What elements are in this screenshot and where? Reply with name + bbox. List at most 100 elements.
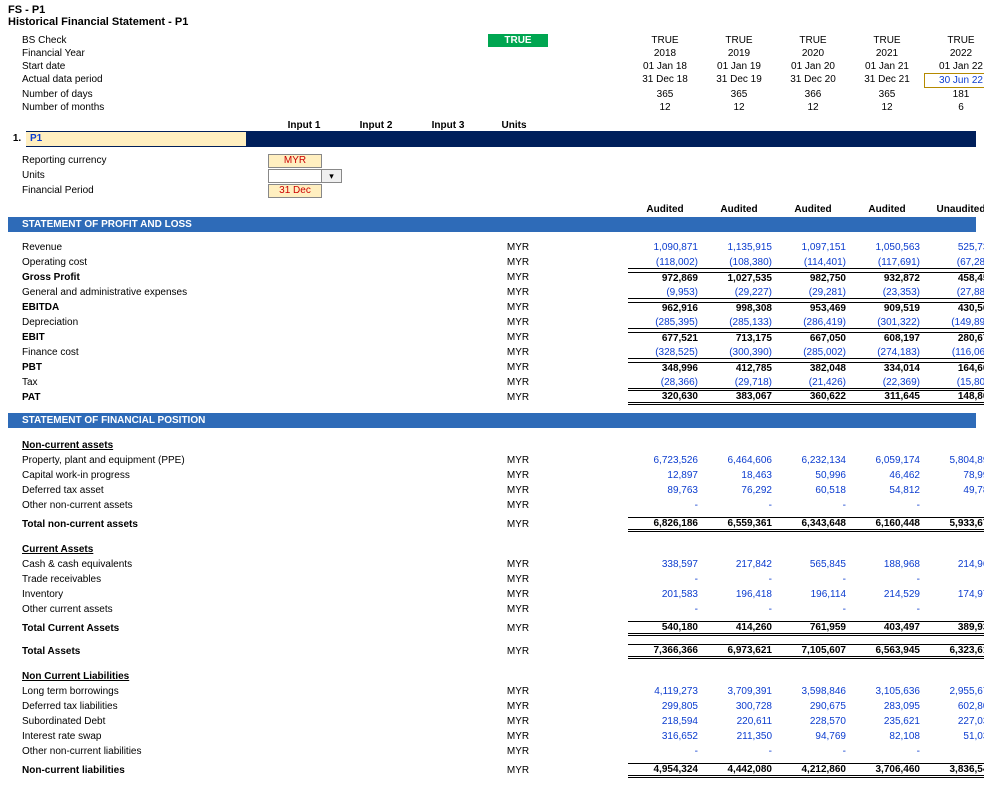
param-units-value[interactable] [268,169,322,183]
data-row: Operating costMYR(118,002)(108,380)(114,… [8,255,976,270]
data-row: EBITDAMYR962,916998,308953,469909,519430… [8,300,976,315]
data-row: Total non-current assetsMYR6,826,1866,55… [8,517,976,532]
row-value: - [702,500,776,511]
row-label: General and administrative expenses [8,287,268,298]
row-value: (108,380) [702,257,776,269]
row-unit: MYR [488,272,548,283]
nca-total-row: Total non-current assetsMYR6,826,1866,55… [8,517,976,532]
row-value: 909,519 [850,302,924,314]
param-period-label: Financial Period [22,185,268,196]
row-value: (285,002) [776,347,850,359]
row-value: 164,605 [924,362,984,374]
ca-total-row: Total Current AssetsMYR540,180414,260761… [8,621,976,636]
row-value: 196,114 [776,589,850,600]
hdr-fy: Financial Year [8,47,268,60]
row-value: 3,105,636 [850,686,924,697]
row-value: 51,033 [924,731,984,742]
row-value: 389,939 [924,621,984,636]
row-value: 3,706,460 [850,763,924,778]
row-value: (285,395) [628,317,702,329]
data-row: Subordinated DebtMYR218,594220,611228,57… [8,714,976,729]
row-unit: MYR [488,332,548,343]
row-value: 18,463 [702,470,776,481]
row-value: 6,464,606 [702,455,776,466]
row-unit: MYR [488,317,548,328]
hdr-start: Start date [8,60,268,73]
row-label: Depreciation [8,317,268,328]
row-label: Inventory [8,589,268,600]
data-row: DepreciationMYR(285,395)(285,133)(286,41… [8,315,976,330]
data-row: Other non-current assetsMYR----- [8,498,976,513]
params-block: Reporting currency MYR Units ▾ Financial… [8,147,976,202]
row-value: 76,292 [702,485,776,496]
row-value: 540,180 [628,621,702,636]
row-value: 220,611 [702,716,776,727]
row-value: 360,622 [776,390,850,405]
row-value: 932,872 [850,272,924,284]
data-row: Gross ProfitMYR972,8691,027,535982,75093… [8,270,976,285]
row-value: 1,090,871 [628,242,702,253]
row-value: 6,973,621 [702,644,776,659]
row-value: (301,322) [850,317,924,329]
row-unit: MYR [488,257,548,268]
row-value: 713,175 [702,332,776,344]
row-value: 299,805 [628,701,702,712]
param-period-value[interactable]: 31 Dec [268,184,322,198]
row-value: 982,750 [776,272,850,284]
row-value: 54,812 [850,485,924,496]
row-label: Other non-current assets [8,500,268,511]
dropdown-icon[interactable]: ▾ [322,169,342,183]
row-value: - [850,746,924,757]
row-value: 228,570 [776,716,850,727]
row-value: 235,621 [850,716,924,727]
actual-period-highlight[interactable]: 30 Jun 22 [924,73,984,88]
sheet-title: Historical Financial Statement - P1 [8,16,976,28]
row-value: 953,469 [776,302,850,314]
row-unit: MYR [488,574,548,585]
row-value: - [924,746,984,757]
row-value: 201,583 [628,589,702,600]
row-value: (67,288) [924,257,984,269]
row-value: - [850,574,924,585]
row-label: Other current assets [8,604,268,615]
row-value: 148,802 [924,390,984,405]
row-unit: MYR [488,716,548,727]
row-label: PBT [8,362,268,373]
row-value: 565,845 [776,559,850,570]
row-value: 300,728 [702,701,776,712]
data-row: TaxMYR(28,366)(29,718)(21,426)(22,369)(1… [8,375,976,390]
ncl-rows: Long term borrowingsMYR4,119,2733,709,39… [8,684,976,759]
row-value: - [924,604,984,615]
row-value: - [776,604,850,615]
row-value: - [628,574,702,585]
row-unit: MYR [488,559,548,570]
row-value: 677,521 [628,332,702,344]
data-row: Cash & cash equivalentsMYR338,597217,842… [8,557,976,572]
row-value: 94,769 [776,731,850,742]
row-value: (300,390) [702,347,776,359]
row-value: - [628,604,702,615]
sheet-code: FS - P1 [8,4,976,16]
row-value: (118,002) [628,257,702,269]
row-value: 3,709,391 [702,686,776,697]
row-label: Operating cost [8,257,268,268]
row-value: - [776,500,850,511]
row-value: (117,691) [850,257,924,269]
data-row: Long term borrowingsMYR4,119,2733,709,39… [8,684,976,699]
pl-rows: RevenueMYR1,090,8711,135,9151,097,1511,0… [8,240,976,405]
row-value: 6,160,448 [850,517,924,532]
row-value: 2,955,672 [924,686,984,697]
row-value: 6,723,526 [628,455,702,466]
row-label: Cash & cash equivalents [8,559,268,570]
row-unit: MYR [488,746,548,757]
row-unit: MYR [488,392,548,403]
fp-section-header: STATEMENT OF FINANCIAL POSITION [8,413,976,428]
row-label: Deferred tax liabilities [8,701,268,712]
row-label: Other non-current liabilities [8,746,268,757]
row-unit: MYR [488,347,548,358]
row-value: (285,133) [702,317,776,329]
data-row: Total AssetsMYR7,366,3666,973,6217,105,6… [8,644,976,659]
param-currency-value[interactable]: MYR [268,154,322,168]
row-unit: MYR [488,377,548,388]
hdr-end: Actual data period [8,73,268,88]
